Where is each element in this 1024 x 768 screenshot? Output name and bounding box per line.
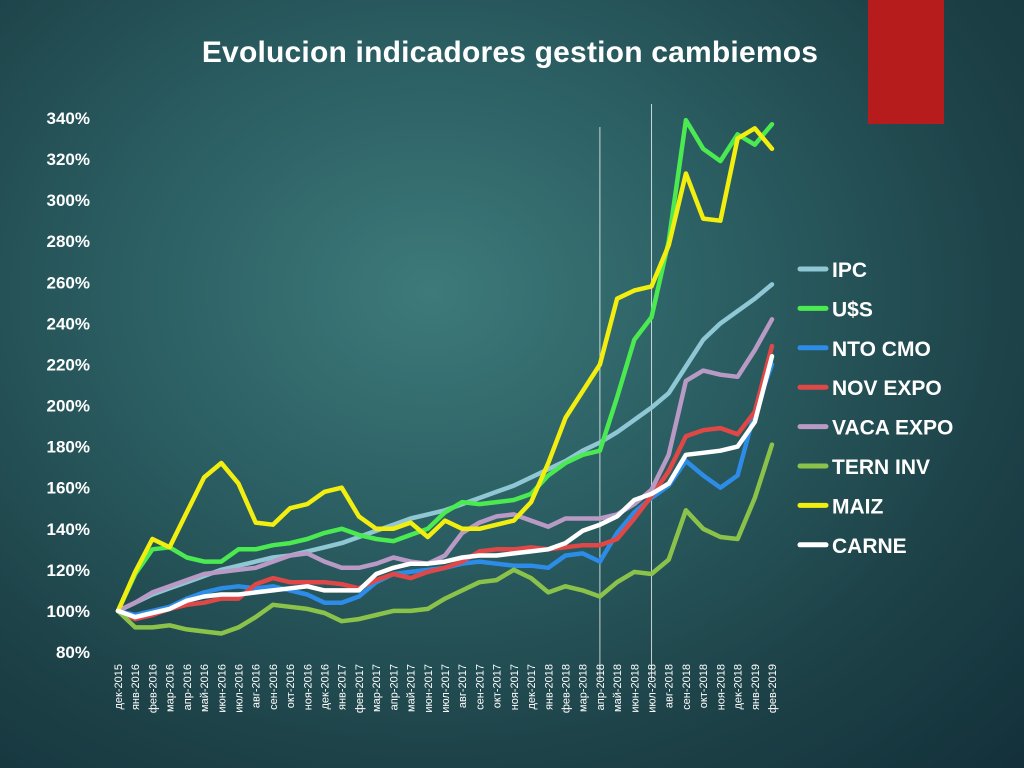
x-tick-label: мар-2017 <box>371 664 383 712</box>
legend-label: NOV EXPO <box>832 377 942 400</box>
x-tick-label: сен-2018 <box>681 664 693 710</box>
x-tick-label: июн-2016 <box>216 664 228 713</box>
series-line-vaca-expo <box>115 317 775 614</box>
x-tick-label: фев-2017 <box>354 664 366 713</box>
x-tick-label: авг-2017 <box>457 664 469 708</box>
series-line-nto-cmo <box>115 362 775 618</box>
accent-bar <box>868 0 944 124</box>
x-tick-label: ноя-2018 <box>715 664 727 710</box>
x-tick-label: май-2018 <box>612 664 624 712</box>
y-tick-label: 120% <box>47 561 90 580</box>
x-tick-label: янв-2017 <box>337 664 349 710</box>
x-tick-label: дек-2017 <box>526 664 538 709</box>
x-tick-label: мар-2018 <box>578 664 590 712</box>
x-tick-label: авг-2018 <box>664 664 676 708</box>
x-tick-label: апр-2018 <box>595 664 607 710</box>
x-tick-label: июл-2017 <box>440 664 452 713</box>
x-tick-label: фев-2018 <box>560 664 572 713</box>
x-tick-label: янв-2019 <box>750 664 762 710</box>
series-line-tern-inv <box>115 442 775 636</box>
y-tick-label: 340% <box>47 109 90 128</box>
x-tick-label: июн-2018 <box>629 664 641 713</box>
legend-label: TERN INV <box>832 456 930 479</box>
x-tick-label: апр-2017 <box>388 664 400 710</box>
y-tick-label: 80% <box>56 643 90 662</box>
x-tick-label: окт-2016 <box>285 664 297 708</box>
series-line-carne <box>115 353 775 620</box>
y-tick-label: 220% <box>47 355 90 374</box>
legend-label: IPC <box>832 259 867 282</box>
y-tick-label: 240% <box>47 314 90 333</box>
y-tick-label: 320% <box>47 150 90 169</box>
y-tick-label: 180% <box>47 438 90 457</box>
x-tick-label: июл-2018 <box>647 664 659 713</box>
x-tick-label: авг-2016 <box>251 664 263 708</box>
x-tick-label: янв-2016 <box>130 664 142 710</box>
x-tick-label: янв-2018 <box>543 664 555 710</box>
y-tick-label: 280% <box>47 232 90 251</box>
x-tick-label: окт-2018 <box>698 664 710 708</box>
x-tick-label: сен-2016 <box>268 664 280 710</box>
y-tick-label: 260% <box>47 273 90 292</box>
x-tick-label: мар-2016 <box>165 664 177 712</box>
y-tick-label: 300% <box>47 191 90 210</box>
x-tick-label: июн-2017 <box>423 664 435 713</box>
x-tick-label: ноя-2016 <box>302 664 314 710</box>
x-tick-label: фев-2019 <box>767 664 779 713</box>
y-tick-label: 140% <box>47 520 90 539</box>
x-tick-label: май-2017 <box>406 664 418 712</box>
y-tick-label: 160% <box>47 479 90 498</box>
x-tick-label: май-2016 <box>199 664 211 712</box>
legend-label: CARNE <box>832 535 907 558</box>
legend-label: VACA EXPO <box>832 417 953 440</box>
legend-label: NTO CMO <box>832 338 931 361</box>
x-tick-label: апр-2016 <box>182 664 194 710</box>
x-tick-label: окт-2017 <box>492 664 504 708</box>
chart-title: Evolucion indicadores gestion cambiemos <box>201 36 819 69</box>
x-tick-label: ноя-2017 <box>509 664 521 710</box>
series-line-nov-expo <box>115 343 775 622</box>
x-tick-label: сен-2017 <box>474 664 486 710</box>
legend-label: MAIZ <box>832 495 883 518</box>
x-tick-label: июл-2016 <box>233 664 245 713</box>
series-line-u-s <box>115 117 775 614</box>
x-tick-label: дек-2015 <box>113 664 125 709</box>
y-tick-label: 100% <box>47 602 90 621</box>
x-tick-label: дек-2016 <box>320 664 332 709</box>
series-line-maiz <box>115 126 775 614</box>
x-tick-label: дек-2018 <box>733 664 745 709</box>
y-tick-label: 200% <box>47 397 90 416</box>
x-tick-label: фев-2016 <box>147 664 159 713</box>
legend-label: U$S <box>832 298 873 321</box>
